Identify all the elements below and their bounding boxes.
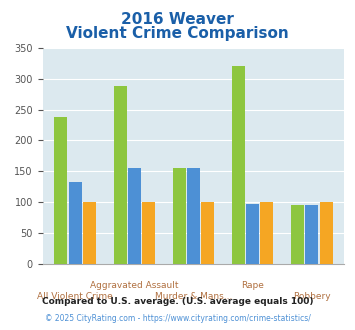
Bar [291, 205, 304, 264]
Text: Violent Crime Comparison: Violent Crime Comparison [66, 26, 289, 41]
Text: All Violent Crime: All Violent Crime [37, 292, 113, 301]
Bar [54, 117, 67, 264]
Bar [305, 205, 318, 264]
Text: Robbery: Robbery [293, 292, 331, 301]
Text: © 2025 CityRating.com - https://www.cityrating.com/crime-statistics/: © 2025 CityRating.com - https://www.city… [45, 314, 310, 323]
Bar [320, 202, 333, 264]
Text: 2016 Weaver: 2016 Weaver [121, 12, 234, 26]
Text: Rape: Rape [241, 281, 264, 290]
Bar [201, 202, 214, 264]
Text: Aggravated Assault: Aggravated Assault [90, 281, 179, 290]
Bar [114, 86, 127, 264]
Bar [142, 202, 155, 264]
Bar [232, 66, 245, 264]
Bar [187, 168, 200, 264]
Text: Murder & Mans...: Murder & Mans... [155, 292, 232, 301]
Bar [83, 202, 96, 264]
Bar [246, 204, 259, 264]
Bar [128, 168, 141, 264]
Text: Compared to U.S. average. (U.S. average equals 100): Compared to U.S. average. (U.S. average … [42, 297, 313, 306]
Bar [260, 202, 273, 264]
Bar [69, 182, 82, 264]
Bar [173, 168, 186, 264]
